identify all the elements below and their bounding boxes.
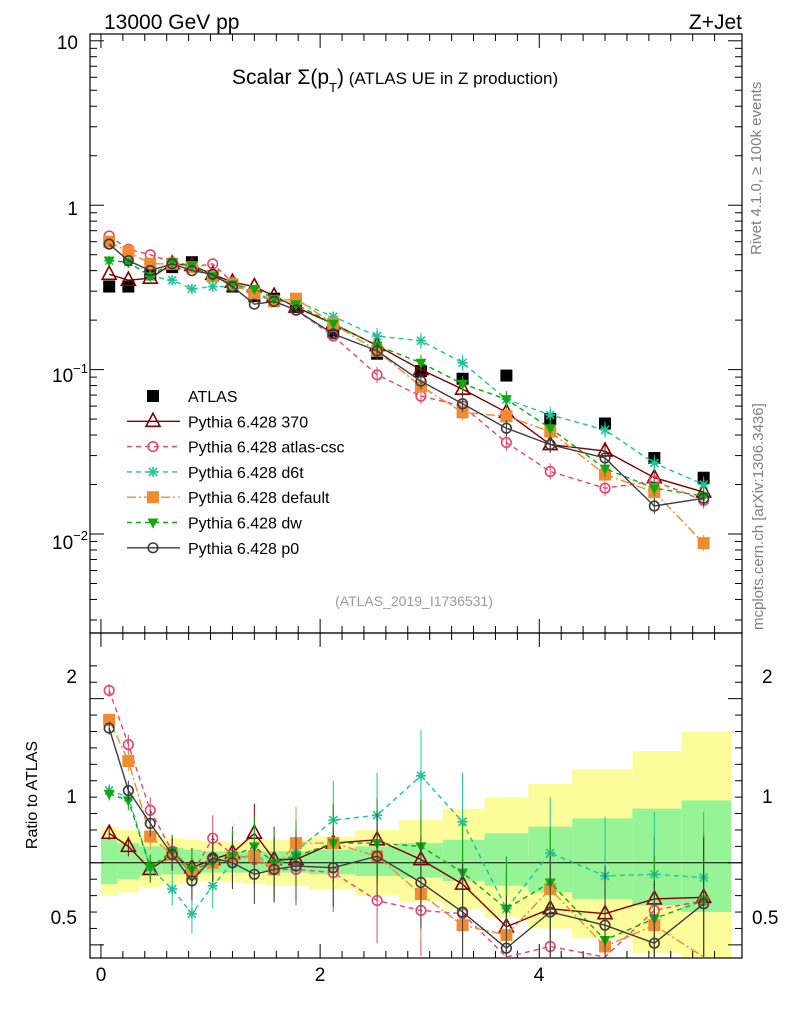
plot-title: Scalar Σ(pT) (ATLAS UE in Z production) [232,66,558,95]
data-point [122,281,134,293]
title-close: ) [337,66,344,89]
legend-label: ATLAS [188,389,238,406]
ratio-y-label: Ratio to ATLAS [24,741,41,849]
title-sigma: Σ(p [297,66,329,89]
legend-label: Pythia 6.428 d6t [188,465,304,482]
data-point [103,281,115,293]
ratio-point [167,884,177,894]
series-line [109,236,703,501]
legend: ATLAS Pythia 6.428 370 Pythia 6.428 atlas-… [127,389,345,558]
data-point [649,458,659,468]
uncertainty-bands [101,731,731,957]
inner-band-bin [101,838,117,884]
legend-marker [147,491,159,503]
ratio-point [122,755,134,767]
data-point [208,282,218,292]
xtick-label: 4 [534,965,545,986]
title-sub: T [329,80,337,95]
data-point [698,537,710,549]
legend-item: Pythia 6.428 370 [127,413,308,431]
legend-label: Pythia 6.428 370 [188,414,308,431]
series-pythia-6-428-d6t [104,256,708,493]
data-point [600,425,610,435]
series-line [109,264,703,492]
figure: ATLAS Pythia 6.428 370 Pythia 6.428 atlas-… [0,0,786,1024]
legend-item: Pythia 6.428 default [127,490,330,507]
legend-label: Pythia 6.428 atlas-csc [188,440,345,457]
series-pythia-6-428-370 [102,256,710,500]
legend-marker [148,467,158,477]
data-point [187,284,197,294]
legend-item: Pythia 6.428 atlas-csc [127,440,345,457]
legend-item: Pythia 6.428 p0 [127,541,299,558]
data-point [458,358,468,368]
series-line [109,261,703,496]
main-ytick-label: 1 [67,199,78,220]
ratio-ytick-label-left: 1 [66,787,77,808]
title-rest: (ATLAS UE in Z production) [344,69,558,88]
title-main: Scalar [232,66,297,89]
inner-band-bin [632,809,681,906]
header-left: 13000 GeV pp [104,11,239,34]
legend-item: ATLAS [147,389,238,406]
legend-label: Pythia 6.428 default [188,490,330,507]
header-right: Z+Jet [689,11,742,34]
data-point [500,370,512,382]
legend-marker [146,413,160,426]
main-ytick-label: 10−2 [52,528,88,554]
legend-marker [148,519,159,529]
legend-label: Pythia 6.428 p0 [188,541,299,558]
data-point [416,336,426,346]
ratio-point [416,771,426,781]
inner-band-bin [572,818,632,898]
ratio-ytick-label-left: 0.5 [51,908,77,929]
legend-item: Pythia 6.428 dw [127,516,302,533]
ratio-point [187,909,197,919]
data-point [699,480,709,490]
rivet-label: Rivet 4.1.0, ≥ 100k events [748,82,765,255]
xtick-label: 2 [315,965,326,986]
legend-label: Pythia 6.428 dw [188,516,302,533]
data-point [545,410,555,420]
ratio-ytick-label-right: 1 [762,787,773,808]
inner-band-bin [309,850,355,875]
data-point [102,266,116,279]
legend-item: Pythia 6.428 d6t [127,465,304,482]
analysis-reference: (ATLAS_2019_I1736531) [335,593,493,609]
main-ytick-label: 10 [57,33,78,54]
ratio-ytick-label-right: 2 [762,667,773,688]
legend-marker [147,390,159,402]
ratio-ytick-label-right: 0.5 [752,908,778,929]
ratio-ytick-label-left: 2 [66,667,77,688]
data-point [167,275,177,285]
main-ytick-label: 10−1 [52,361,88,387]
mcplots-label: mcplots.cern.ch [arXiv:1306.3436] [750,403,767,630]
xtick-label: 0 [96,965,107,986]
